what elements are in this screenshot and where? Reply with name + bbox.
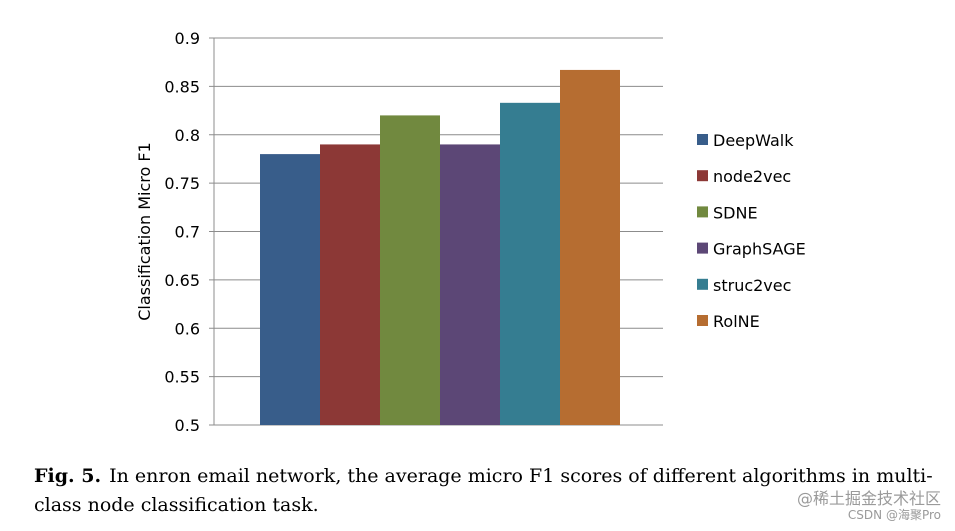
legend-label: struc2vec <box>713 276 791 295</box>
y-tick-label: 0.85 <box>164 77 200 96</box>
bar-sdne <box>380 115 440 426</box>
legend-label: RolNE <box>713 312 760 331</box>
bar-deepwalk <box>260 154 320 425</box>
y-tick-label: 0.8 <box>175 126 200 145</box>
y-tick-label: 0.9 <box>175 29 200 48</box>
figure-caption: Fig. 5. In enron email network, the avera… <box>34 462 934 520</box>
legend-swatch <box>697 242 708 254</box>
y-axis-label: Classification Micro F1 <box>135 142 154 320</box>
legend-swatch <box>697 278 708 290</box>
y-tick-label: 0.6 <box>175 319 200 338</box>
y-tick-label: 0.5 <box>175 416 200 435</box>
y-tick-labels: 0.5 0.55 0.6 0.65 0.7 0.75 0.8 0.85 0.9 <box>164 29 200 435</box>
legend-swatch <box>697 134 708 145</box>
watermark-line-1: @稀土掘金技术社区 <box>796 489 941 508</box>
y-tick-label: 0.55 <box>164 368 200 387</box>
legend-label: node2vec <box>713 167 791 186</box>
figure-ref: Fig. 5. <box>34 465 102 487</box>
legend-label: GraphSAGE <box>713 240 806 259</box>
y-tick-label: 0.65 <box>164 271 200 290</box>
legend-swatch <box>697 315 708 326</box>
bar-node2vec <box>320 144 380 426</box>
bar-chart: 0.5 0.55 0.6 0.65 0.7 0.75 0.8 0.85 0.9 DeepWalk… <box>135 29 806 435</box>
watermark-line-2: CSDN @海聚Pro <box>847 508 941 522</box>
legend-swatch <box>697 170 708 182</box>
y-tick-label: 0.75 <box>164 174 200 193</box>
y-tick-label: 0.7 <box>175 223 200 242</box>
legend-label: SDNE <box>713 203 758 222</box>
bar-graphsage <box>440 144 500 426</box>
legend-label: DeepWalk <box>713 131 794 150</box>
legend-swatch <box>697 206 708 218</box>
bar-struc2vec <box>500 102 560 425</box>
legend: DeepWalk node2vec SDNE GraphSAGE struc2vec Ro… <box>697 131 806 331</box>
bar-rolne <box>560 69 620 426</box>
bars <box>260 69 620 426</box>
watermark: @稀土掘金技术社区 CSDN @海聚Pro <box>797 491 941 523</box>
caption-text: In enron email network, the average micr… <box>34 465 933 516</box>
